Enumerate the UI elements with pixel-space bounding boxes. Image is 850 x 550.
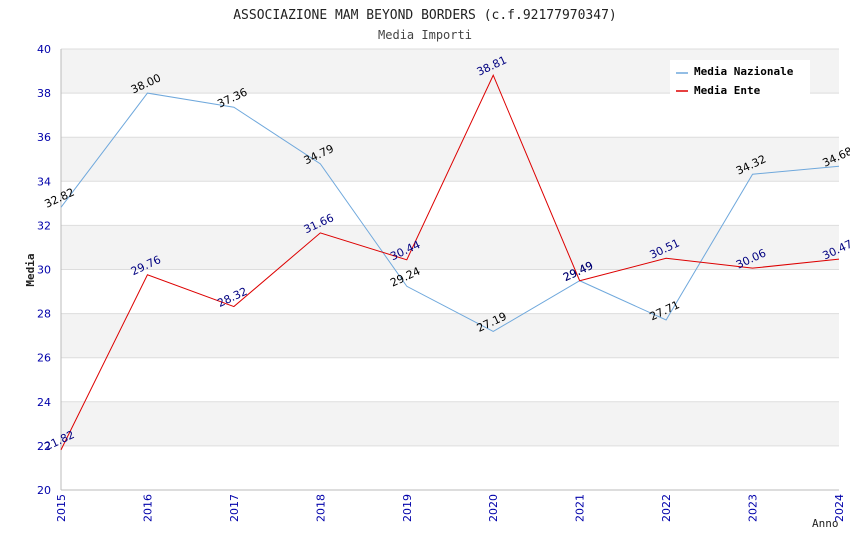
y-tick-label: 24 [37,396,51,409]
plot-band [61,313,839,358]
plot-band [61,269,839,314]
plot-band [61,181,839,226]
y-tick-label: 40 [37,43,51,56]
plot-band [61,225,839,270]
x-tick-labels: 2015 2016 2017 2018 2019 2020 2021 2022 2023 2024 [55,494,846,522]
plot-band [61,93,839,138]
x-tick-label: 2020 [487,494,500,522]
y-axis-title: Media [24,253,37,286]
series-line-media-nazionale [60,92,840,333]
x-tick-label: 2018 [314,494,327,522]
x-tick-label: 2024 [833,494,846,522]
y-tick-label: 30 [37,264,51,277]
plot-band [61,401,839,446]
y-tick-label: 34 [37,175,51,188]
y-tick-label: 22 [37,440,51,453]
y-tick-label: 20 [37,484,51,497]
x-tick-label: 2017 [228,494,241,522]
x-tick-label: 2015 [55,494,68,522]
plot-band [61,445,839,490]
y-tick-label: 28 [37,308,51,321]
series-lines [60,74,840,451]
y-tick-label: 36 [37,131,51,144]
chart-title: ASSOCIAZIONE MAM BEYOND BORDERS (c.f.921… [233,8,617,23]
legend-label-media-ente: Media Ente [694,84,761,97]
x-axis-title: Anno [812,517,839,530]
plot-band [61,137,839,182]
y-tick-label: 32 [37,219,51,232]
x-tick-label: 2021 [574,494,587,522]
x-tick-label: 2016 [141,494,154,522]
x-tick-label: 2022 [660,494,673,522]
legend: Media Nazionale Media Ente [670,60,810,98]
x-tick-label: 2023 [747,494,760,522]
series-line-media-ente [60,74,840,451]
plot-band [61,357,839,402]
legend-box [670,60,810,98]
chart-subtitle: Media Importi [378,28,472,42]
x-tick-label: 2019 [401,494,414,522]
y-tick-label: 26 [37,352,51,365]
y-tick-label: 38 [37,87,51,100]
y-tick-labels: 20 22 24 26 28 30 32 34 36 38 40 [37,43,51,497]
legend-label-media-nazionale: Media Nazionale [694,65,794,78]
